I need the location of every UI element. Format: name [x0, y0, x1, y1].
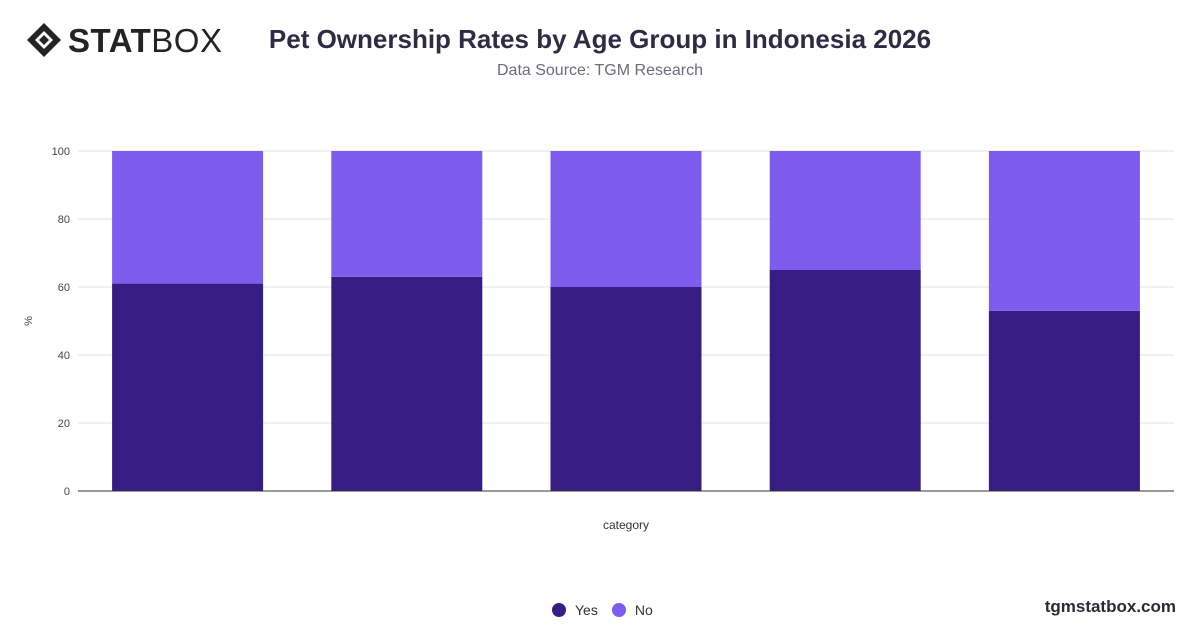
- chart-subtitle: Data Source: TGM Research: [496, 62, 703, 79]
- bar-yes-5: [988, 310, 1140, 491]
- x-axis-label: category: [603, 518, 649, 532]
- bar-yes-2: [331, 276, 483, 491]
- legend-label-no: No: [634, 602, 653, 618]
- y-tick-label: 80: [58, 214, 70, 226]
- legend-item-yes[interactable]: Yes: [552, 602, 598, 618]
- legend-label-yes: Yes: [575, 602, 598, 618]
- logo-text-bold: STAT: [68, 21, 152, 59]
- y-tick-label: 100: [52, 146, 70, 158]
- diamond-logo-icon: [27, 23, 61, 57]
- bar-no-2: [331, 151, 483, 277]
- bar-yes-3: [550, 287, 702, 491]
- logo-text-light: BOX: [151, 21, 223, 59]
- y-tick-label: 0: [64, 486, 70, 498]
- bar-no-1: [112, 151, 264, 284]
- y-tick-label: 60: [58, 282, 70, 294]
- y-tick-label: 20: [58, 418, 70, 430]
- y-tick-label: 40: [58, 350, 70, 362]
- bar-yes-4: [769, 270, 921, 491]
- brand-logo: STATBOX: [26, 22, 222, 58]
- chart-legend: Yes No: [552, 602, 667, 618]
- bar-no-4: [769, 151, 921, 270]
- legend-swatch-yes: [552, 603, 566, 617]
- footer-brand-url[interactable]: tgmstatbox.com: [1044, 597, 1176, 616]
- y-axis-label: %: [23, 316, 35, 326]
- bar-no-5: [988, 151, 1140, 311]
- bar-no-3: [550, 151, 702, 287]
- bar-yes-1: [112, 283, 264, 491]
- chart-title: Pet Ownership Rates by Age Group in Indo…: [268, 24, 932, 54]
- legend-item-no[interactable]: No: [611, 602, 653, 618]
- legend-swatch-no: [611, 603, 626, 617]
